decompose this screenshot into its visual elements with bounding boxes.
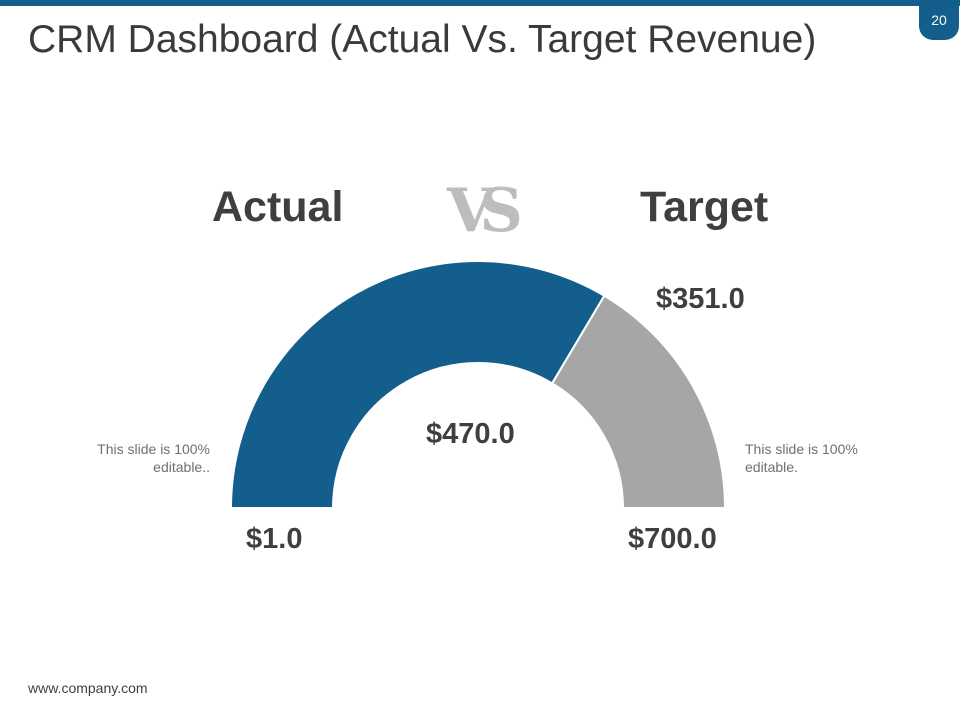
- top-accent-bar: [0, 0, 960, 6]
- heading-actual: Actual: [212, 183, 344, 231]
- note-right: This slide is 100% editable.: [745, 441, 858, 475]
- target-value-label: $351.0: [656, 283, 745, 315]
- footer-url: www.company.com: [28, 680, 148, 696]
- gauge-min-label: $1.0: [246, 523, 303, 555]
- slide-number-badge: 20: [919, 0, 959, 40]
- center-value-label: $470.0: [426, 418, 515, 450]
- heading-target: Target: [640, 183, 769, 231]
- note-left: This slide is 100% editable..: [97, 441, 210, 475]
- gauge-max-label: $700.0: [628, 523, 717, 555]
- slide-number: 20: [931, 12, 947, 28]
- gauge-segment-actual: [229, 260, 606, 509]
- page-title: CRM Dashboard (Actual Vs. Target Revenue…: [28, 18, 817, 61]
- gauge-segment-remaining: [550, 294, 727, 509]
